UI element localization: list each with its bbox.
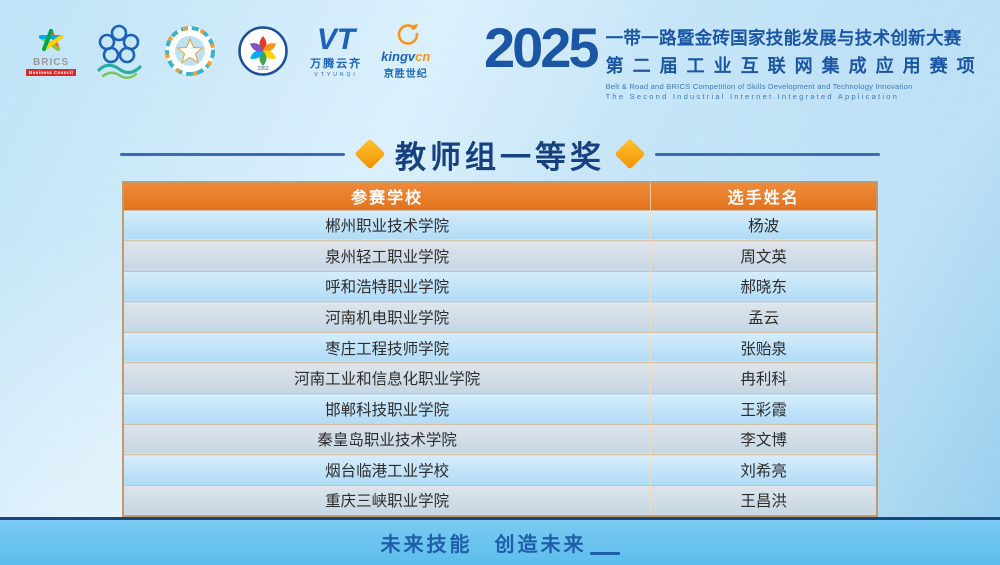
name-cell: 郝晓东 [650, 270, 877, 302]
kingvcn-wordmark-blue: kingv [381, 49, 416, 64]
star-emblem-icon [165, 26, 216, 76]
name-cell: 刘希亮 [650, 454, 877, 486]
competition-title-cn-line2: 第二届工业互联网集成应用赛项 [605, 56, 984, 76]
diamond-icon-left [354, 138, 386, 170]
table-row: 邯郸科技职业学院 王彩霞 [123, 393, 877, 425]
logo-row: BRICS Business Council [26, 14, 430, 88]
college-seal-icon: 1953 [238, 26, 288, 76]
diamond-icon-right [614, 138, 646, 170]
name-cell: 孟云 [650, 301, 877, 333]
footer-divider-line [0, 517, 1000, 520]
school-cell: 郴州职业技术学院 [123, 209, 652, 241]
slogan-right: 创造未来 [494, 534, 587, 556]
table-row: 呼和浩特职业学院 郝晓东 [123, 270, 877, 302]
column-header-school: 参赛学校 [123, 182, 652, 210]
kingvcn-logo: kingvcn 京胜世纪 [381, 22, 430, 80]
name-cell: 杨波 [650, 209, 877, 241]
name-cell: 李文博 [650, 423, 877, 455]
name-cell: 冉利科 [650, 362, 877, 394]
competition-title-cn-line1: 一带一路暨金砖国家技能发展与技术创新大赛 [605, 28, 962, 48]
column-header-name: 选手姓名 [650, 182, 877, 210]
school-cell: 秦皇岛职业技术学院 [123, 423, 652, 455]
brics-subtitle: Business Council [26, 68, 77, 76]
brics-star-icon [39, 28, 64, 51]
seal-year-label: 1953 [258, 66, 269, 72]
award-table: 参赛学校 选手姓名 郴州职业技术学院 杨波 泉州轻工职业学院 周文英 呼和浩特职业学… [122, 181, 878, 517]
name-cell: 王昌洪 [650, 484, 877, 516]
slogan-underline-stroke [589, 552, 620, 555]
title-rule-left [120, 152, 345, 156]
footer-slogan: 未来技能 创造未来 [381, 528, 620, 557]
competition-title-en-line1: Belt & Road and BRICS Competition of Ski… [605, 82, 913, 91]
kingvcn-wordmark-orange: cn [415, 49, 431, 64]
knot-icon [97, 24, 142, 79]
kingvcn-cn-label: 京胜世纪 [383, 69, 428, 80]
school-cell: 烟台临港工业学校 [123, 454, 652, 486]
college-seal-logo: 1953 [235, 22, 291, 80]
school-cell: 呼和浩特职业学院 [123, 270, 652, 302]
table-row: 枣庄工程技师学院 张贻泉 [123, 331, 877, 363]
vtyunqi-en-label: VTYUNQI [314, 72, 358, 78]
vt-mark-text: VT [317, 24, 358, 54]
table-row: 河南机电职业学院 孟云 [123, 301, 877, 333]
slogan-left: 未来技能 [380, 534, 473, 556]
knot-logo [93, 20, 145, 82]
footer-band: 未来技能 创造未来 [0, 520, 1000, 565]
kingvcn-wordmark: kingvcn [381, 49, 430, 64]
title-rule-right [655, 152, 880, 156]
vtyunqi-cn-label: 万腾云齐 [310, 58, 363, 70]
page-title: 教师组一等奖 [395, 139, 605, 175]
name-cell: 王彩霞 [650, 393, 877, 425]
vt-mark-icon: VT [317, 24, 358, 54]
section-title-row: 教师组一等奖 [120, 134, 880, 175]
competition-header: 2025 一带一路暨金砖国家技能发展与技术创新大赛 第二届工业互联网集成应用赛项… [484, 16, 984, 101]
vtyunqi-logo: VT 万腾云齐 VTYUNQI [308, 24, 364, 78]
table-row: 重庆三峡职业学院 王昌洪 [123, 484, 877, 516]
table-row: 泉州轻工职业学院 周文英 [123, 240, 877, 272]
school-cell: 邯郸科技职业学院 [123, 393, 652, 425]
school-cell: 重庆三峡职业学院 [123, 484, 652, 516]
name-cell: 周文英 [650, 240, 877, 272]
school-cell: 河南机电职业学院 [123, 301, 652, 333]
name-cell: 张贻泉 [650, 331, 877, 363]
school-cell: 泉州轻工职业学院 [123, 240, 652, 272]
table-row: 郴州职业技术学院 杨波 [123, 209, 877, 241]
table-row: 河南工业和信息化职业学院 冉利科 [123, 362, 877, 394]
star-emblem-logo [162, 22, 218, 80]
brics-wordmark: BRICS [33, 56, 70, 68]
school-cell: 枣庄工程技师学院 [123, 331, 652, 363]
table-row: 秦皇岛职业技术学院 李文博 [123, 423, 877, 455]
competition-title-en-line2: The Second Industrial Internet Integrate… [605, 92, 900, 101]
competition-year: 2025 [484, 16, 600, 79]
table-row: 烟台临港工业学校 刘希亮 [123, 454, 877, 486]
school-cell: 河南工业和信息化职业学院 [123, 362, 652, 394]
competition-titles: 一带一路暨金砖国家技能发展与技术创新大赛 第二届工业互联网集成应用赛项 Belt… [606, 22, 984, 101]
kingvcn-swoosh-icon [397, 24, 419, 45]
table-header-row: 参赛学校 选手姓名 [123, 182, 877, 210]
brics-business-council-logo: BRICS Business Council [26, 27, 77, 76]
